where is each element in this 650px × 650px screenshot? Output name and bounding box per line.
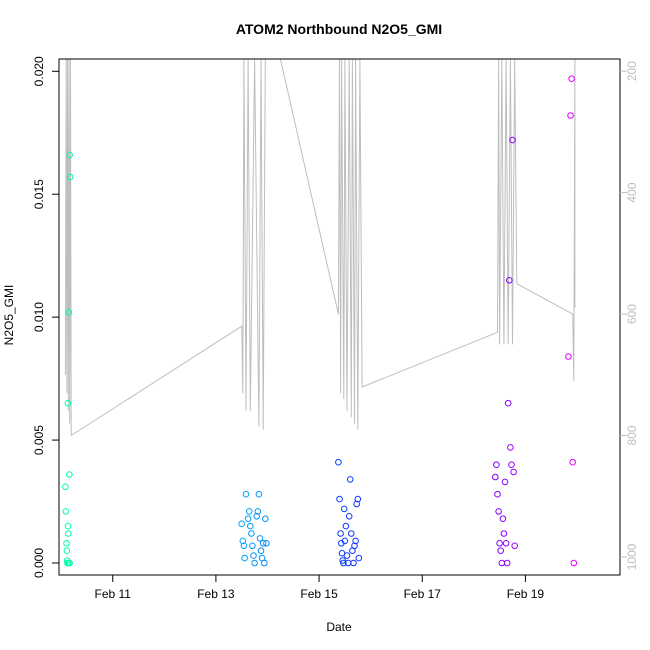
data-point xyxy=(568,75,575,82)
points-layer xyxy=(62,75,578,567)
data-point xyxy=(346,476,354,483)
pressure-line-layer xyxy=(64,58,576,437)
data-point xyxy=(251,559,258,567)
data-point xyxy=(492,473,499,481)
data-point xyxy=(493,461,500,469)
data-point xyxy=(66,173,74,181)
data-point xyxy=(494,490,501,498)
data-point xyxy=(342,522,350,530)
right-tick-label: 400 xyxy=(625,182,639,202)
data-point xyxy=(337,530,344,537)
right-tick-label: 600 xyxy=(625,304,639,324)
data-point xyxy=(66,559,73,567)
data-point xyxy=(253,513,261,520)
data-point xyxy=(565,353,572,360)
data-point xyxy=(343,552,351,559)
data-point xyxy=(65,530,72,537)
data-point xyxy=(570,559,578,567)
right-tick-label: 1000 xyxy=(625,543,639,570)
data-point xyxy=(497,547,505,555)
y-tick-label: 0.020 xyxy=(32,56,46,86)
data-point xyxy=(66,151,73,159)
data-point xyxy=(500,530,508,537)
data-point xyxy=(496,540,503,547)
data-point xyxy=(259,540,267,547)
right-y-axis: 200 400 600 800 1000 xyxy=(620,61,639,570)
data-point xyxy=(340,559,347,567)
data-point xyxy=(506,277,513,284)
data-point xyxy=(241,554,248,562)
data-point xyxy=(345,513,353,520)
data-point xyxy=(66,471,73,478)
data-point xyxy=(511,542,519,550)
x-axis: Feb 11 Feb 13 Feb 15 Feb 17 Feb 19 xyxy=(95,574,545,601)
data-point xyxy=(240,542,248,550)
data-point xyxy=(354,495,362,503)
data-point xyxy=(255,490,263,498)
data-point xyxy=(244,515,252,523)
y-tick-label: 0.015 xyxy=(32,179,46,209)
data-point xyxy=(261,559,268,567)
data-point xyxy=(238,520,245,528)
data-point xyxy=(242,490,250,498)
data-point xyxy=(352,537,359,545)
y-tick-label: 0.010 xyxy=(32,302,46,332)
right-tick-label: 200 xyxy=(625,61,639,81)
data-point xyxy=(262,515,269,523)
data-point xyxy=(355,554,363,562)
data-point xyxy=(335,458,342,466)
data-point xyxy=(567,112,574,119)
data-point xyxy=(254,508,262,515)
y-axis: 0.000 0.005 0.010 0.015 0.020 xyxy=(32,56,59,578)
data-point xyxy=(499,515,507,523)
data-point xyxy=(62,483,69,491)
data-point xyxy=(247,522,254,530)
x-tick-label: Feb 11 xyxy=(95,587,132,601)
x-tick-label: Feb 13 xyxy=(197,587,235,601)
x-axis-label: Date xyxy=(326,620,352,634)
right-tick-label: 800 xyxy=(625,425,639,445)
data-point xyxy=(350,559,357,567)
x-tick-label: Feb 19 xyxy=(507,587,545,601)
data-point xyxy=(509,136,516,144)
data-point xyxy=(340,505,348,513)
data-point xyxy=(503,559,511,567)
pressure-line xyxy=(64,58,576,437)
data-point xyxy=(508,461,515,469)
data-point xyxy=(239,537,247,545)
data-point xyxy=(249,542,256,550)
data-point xyxy=(250,552,257,559)
x-tick-label: Feb 17 xyxy=(404,587,442,601)
data-point xyxy=(256,535,264,542)
data-point xyxy=(502,540,510,547)
data-point xyxy=(348,530,355,537)
y-tick-label: 0.005 xyxy=(32,425,46,455)
data-point xyxy=(64,399,72,407)
data-point xyxy=(569,458,577,466)
data-point xyxy=(351,542,358,550)
data-point xyxy=(507,444,514,451)
data-point xyxy=(510,468,517,476)
data-point xyxy=(245,508,253,515)
data-point xyxy=(65,308,73,316)
data-point xyxy=(257,547,265,555)
data-point xyxy=(63,547,71,555)
data-point xyxy=(62,508,70,515)
data-point xyxy=(504,399,512,407)
y-axis-label: N2O5_GMI xyxy=(2,285,16,346)
data-point xyxy=(495,508,502,515)
x-tick-label: Feb 15 xyxy=(300,587,338,601)
data-point xyxy=(248,530,255,537)
data-point xyxy=(64,522,72,530)
data-point xyxy=(501,478,509,486)
data-point xyxy=(498,559,506,567)
data-point xyxy=(263,540,270,547)
data-point xyxy=(353,500,361,508)
data-point xyxy=(336,495,343,503)
data-point xyxy=(341,537,349,545)
y-tick-label: 0.000 xyxy=(32,548,46,578)
chart-title: ATOM2 Northbound N2O5_GMI xyxy=(236,21,442,37)
data-point xyxy=(63,540,70,547)
